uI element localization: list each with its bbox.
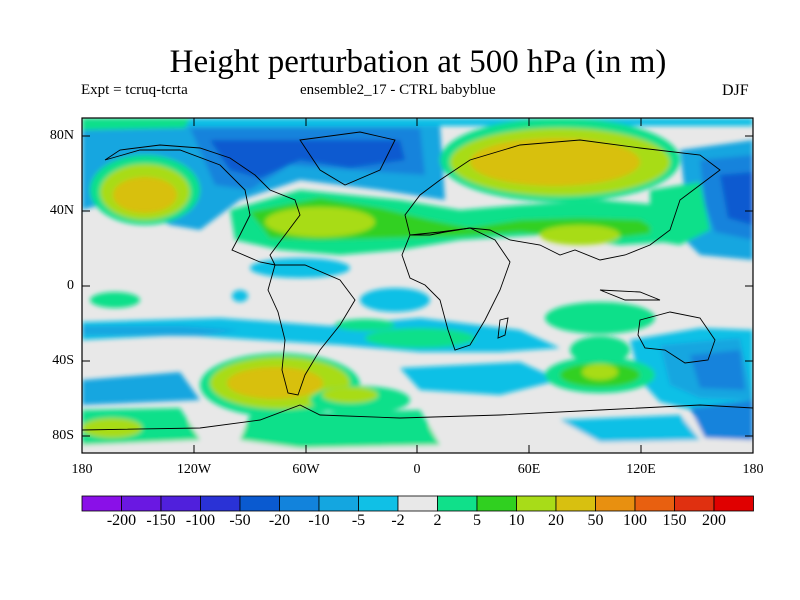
colorbar-box [595, 495, 636, 512]
colorbar-label: -200 [106, 512, 137, 529]
axis-ticks [82, 118, 753, 453]
colorbar-box [160, 495, 201, 512]
map-title: Height perturbation at 500 hPa (in m) [169, 44, 667, 80]
colorbar-box [516, 495, 557, 512]
colorbar-label: -100 [185, 512, 216, 529]
colorbar-label: 200 [702, 512, 726, 529]
colorbar-box [634, 495, 675, 512]
lat-label-80s: 80S [52, 428, 74, 443]
lat-label-80n: 80N [49, 128, 74, 143]
season-label: DJF [722, 82, 749, 99]
lon-label-120e: 120E [626, 462, 656, 477]
colorbar-box [358, 495, 399, 512]
colorbar-label: 10 [508, 512, 525, 529]
colorbar-label: 5 [473, 512, 481, 529]
colorbar-box [437, 495, 478, 512]
colorbar-box [200, 495, 241, 512]
colorbar-label: 150 [662, 512, 687, 529]
colorbar-label: 50 [587, 512, 604, 529]
coastlines [82, 131, 753, 431]
colorbar-label: -20 [268, 512, 291, 529]
lon-label-60w: 60W [292, 462, 320, 477]
colorbar-label: 2 [433, 512, 442, 529]
colorbar-label: -50 [229, 512, 251, 529]
colorbar-box [674, 495, 715, 512]
colorbar-box [318, 495, 359, 512]
colorbar-label: -10 [308, 512, 330, 529]
contour-field [82, 118, 753, 453]
lat-label-40n: 40N [49, 203, 74, 218]
lon-label-0: 0 [413, 462, 421, 477]
colorbar-box [397, 495, 438, 512]
colorbar-box [239, 495, 280, 512]
experiment-label: Expt = tcruq-tcrta [81, 82, 188, 98]
colorbar-box [555, 495, 596, 512]
colorbar-box [476, 495, 517, 512]
lon-label-120w: 120W [176, 462, 212, 477]
colorbar-label: 20 [548, 512, 564, 529]
colorbar-box [279, 495, 320, 512]
lat-label-40s: 40S [52, 353, 74, 368]
lon-label-60e: 60E [517, 462, 541, 477]
colorbar-box [81, 495, 122, 512]
colorbar-label: 100 [623, 512, 647, 529]
colorbar-label: -5 [351, 512, 366, 529]
colorbar-label: -2 [391, 512, 405, 529]
colorbar [81, 495, 754, 512]
colorbar-label: -150 [146, 512, 176, 529]
lon-label-180e: 180 [742, 462, 764, 477]
ensemble-label: ensemble2_17 - CTRL babyblue [300, 82, 496, 98]
colorbar-box [121, 495, 162, 512]
colorbar-box [713, 495, 754, 512]
lat-label-eq: 0 [67, 278, 74, 293]
lon-label-180w: 180 [71, 462, 93, 477]
